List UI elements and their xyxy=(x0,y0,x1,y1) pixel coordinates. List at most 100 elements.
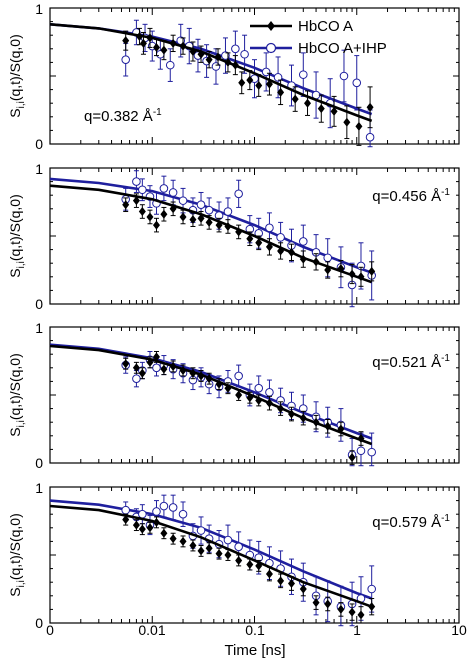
fit-curve-hbco-a xyxy=(49,184,373,284)
marker-circle xyxy=(234,189,243,199)
data-point xyxy=(287,243,295,261)
data-point xyxy=(273,56,283,99)
data-point xyxy=(132,361,140,374)
legend-marker-diamond xyxy=(267,21,275,31)
y-tick-label-1: 1 xyxy=(35,1,43,17)
legend: HbCO A HbCO A+IHP xyxy=(250,18,387,57)
marker-diamond xyxy=(132,520,140,530)
marker-diamond xyxy=(304,98,312,108)
marker-diamond xyxy=(246,75,254,85)
y-axis-label: Si,i(q,t)/S(q,0) xyxy=(7,513,27,596)
data-point xyxy=(189,41,197,62)
marker-diamond xyxy=(299,584,307,594)
x-tick-10: 10 xyxy=(451,622,467,638)
data-point xyxy=(240,34,249,74)
data-point xyxy=(277,573,285,589)
data-point xyxy=(299,581,307,597)
fit-curve-hbco-a-ihp xyxy=(49,177,373,274)
marker-circle xyxy=(261,67,271,77)
marker-circle xyxy=(178,196,188,205)
fit-curve-hbco-a-ihp xyxy=(49,23,373,116)
marker-diamond xyxy=(169,534,177,544)
panel-3: 0 1 Si,i(q,t)/S(q,0) q=0.521 Å-1 xyxy=(7,320,460,471)
data-point xyxy=(235,224,243,240)
data-point xyxy=(205,51,213,69)
data-point xyxy=(196,516,206,545)
marker-circle xyxy=(367,584,376,594)
panels-layer: 0 1 Si,i(q,t)/S(q,0) q=0.382 Å-1 HbCO AHbCO … xyxy=(7,1,460,631)
marker-diamond xyxy=(343,117,351,127)
marker-diamond xyxy=(122,200,130,210)
data-point xyxy=(265,566,273,582)
data-point xyxy=(312,253,320,271)
data-point xyxy=(298,52,308,97)
data-point xyxy=(146,356,154,369)
data-point xyxy=(291,86,299,112)
marker-diamond xyxy=(197,546,205,556)
data-point xyxy=(152,217,160,233)
marker-diamond xyxy=(235,390,243,400)
y-tick-label-1: 1 xyxy=(35,480,43,496)
marker-circle xyxy=(152,507,161,516)
data-point xyxy=(265,72,273,96)
data-point xyxy=(255,559,263,572)
marker-circle xyxy=(356,446,366,456)
marker-circle xyxy=(234,542,243,552)
data-point xyxy=(246,391,254,404)
data-point xyxy=(277,79,285,106)
fit-curve-hbco-a xyxy=(49,23,373,123)
marker-diamond xyxy=(287,409,295,419)
marker-diamond xyxy=(152,42,160,52)
q-annotation: q=0.382 Å-1 xyxy=(84,107,162,125)
marker-diamond xyxy=(265,79,273,89)
data-point xyxy=(189,367,197,380)
data-point xyxy=(348,450,356,465)
marker-diamond xyxy=(179,536,187,546)
data-point xyxy=(146,27,154,48)
fit-curve-hbco-a xyxy=(49,344,373,446)
y-tick-label-0: 0 xyxy=(35,136,43,152)
marker-diamond xyxy=(169,361,177,371)
marker-diamond xyxy=(224,383,232,393)
data-point xyxy=(160,363,168,376)
y-tick-label-0: 0 xyxy=(35,455,43,471)
marker-diamond xyxy=(179,212,187,222)
marker-diamond xyxy=(215,220,223,230)
marker-circle xyxy=(138,509,147,519)
data-point xyxy=(348,264,356,285)
marker-diamond xyxy=(277,246,285,256)
data-point xyxy=(197,45,205,63)
data-point xyxy=(250,59,259,99)
marker-diamond xyxy=(197,371,205,381)
marker-diamond xyxy=(366,102,374,112)
data-point xyxy=(122,513,130,526)
data-point xyxy=(156,38,165,70)
data-point xyxy=(221,37,230,74)
marker-circle xyxy=(265,223,274,233)
q-annotation: q=0.521 Å-1 xyxy=(372,353,450,371)
marker-circle xyxy=(168,188,178,197)
data-point xyxy=(146,521,154,534)
data-point xyxy=(122,197,130,213)
y-tick-label-0: 0 xyxy=(35,296,43,312)
data-point xyxy=(277,401,285,416)
marker-diamond xyxy=(235,555,243,565)
legend-marker-circle xyxy=(265,42,277,54)
q-annotation: q=0.456 Å-1 xyxy=(372,187,450,205)
data-point xyxy=(224,549,232,561)
marker-diamond xyxy=(355,121,363,131)
marker-diamond xyxy=(265,398,273,408)
data-point xyxy=(122,357,130,370)
data-point xyxy=(246,231,254,247)
data-point xyxy=(234,364,243,388)
marker-circle xyxy=(152,363,161,373)
marker-diamond xyxy=(348,607,356,617)
marker-diamond xyxy=(146,523,154,533)
data-point xyxy=(223,370,233,393)
marker-diamond xyxy=(312,598,320,608)
marker-diamond xyxy=(132,196,140,206)
marker-diamond xyxy=(348,453,356,463)
y-axis-label: Si,i(q,t)/S(q,0) xyxy=(7,194,27,277)
marker-circle xyxy=(121,55,131,64)
